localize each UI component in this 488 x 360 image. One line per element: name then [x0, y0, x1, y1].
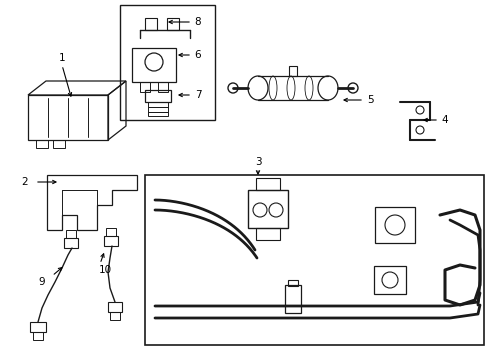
Text: 9: 9 — [39, 277, 45, 287]
Bar — [145, 18, 157, 30]
Bar — [66, 230, 76, 238]
Bar — [373, 266, 405, 294]
Text: 5: 5 — [366, 95, 372, 105]
Bar — [132, 48, 176, 82]
Bar — [148, 102, 168, 107]
Bar — [36, 140, 48, 148]
Bar — [158, 82, 168, 92]
Text: 2: 2 — [21, 177, 28, 187]
Text: 7: 7 — [194, 90, 201, 100]
Bar — [104, 236, 118, 246]
Bar — [108, 302, 122, 312]
Bar — [106, 228, 116, 236]
Bar — [374, 207, 414, 243]
Bar — [64, 238, 78, 248]
Text: 1: 1 — [59, 53, 65, 63]
Bar — [247, 190, 287, 228]
Bar — [33, 332, 43, 340]
Bar — [256, 228, 280, 240]
Bar — [140, 82, 150, 92]
Bar — [288, 66, 296, 76]
Bar — [53, 140, 65, 148]
Bar — [287, 280, 297, 286]
Bar — [145, 90, 171, 102]
Text: 4: 4 — [441, 115, 447, 125]
Bar — [167, 18, 179, 30]
Text: 6: 6 — [194, 50, 201, 60]
Text: 10: 10 — [98, 265, 111, 275]
Bar — [148, 107, 168, 112]
Bar — [120, 5, 215, 120]
Bar — [30, 322, 46, 332]
Text: 3: 3 — [254, 157, 261, 167]
Bar — [145, 175, 483, 345]
Bar — [148, 112, 168, 116]
Bar — [285, 285, 301, 313]
Text: 8: 8 — [194, 17, 201, 27]
Bar — [110, 312, 120, 320]
Bar — [256, 178, 280, 190]
